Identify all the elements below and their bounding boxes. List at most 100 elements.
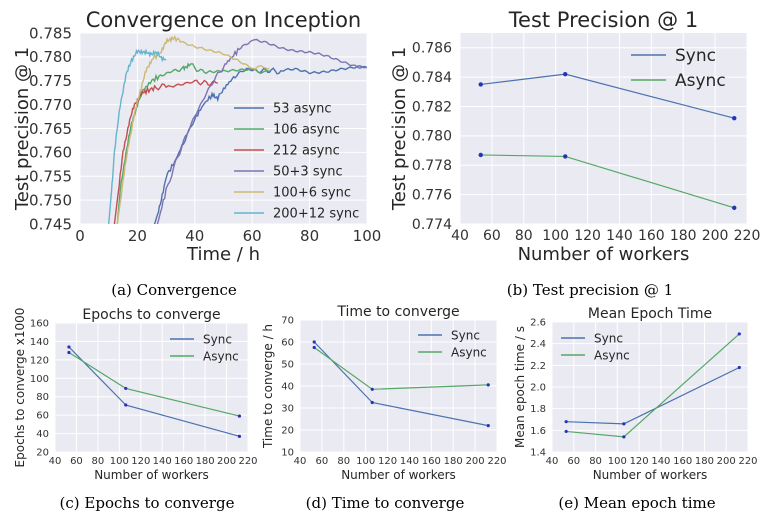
y-tick-label: 30 [281, 404, 294, 415]
y-tick-label: 160 [30, 319, 49, 330]
y-tick-label: 140 [30, 337, 49, 348]
plot-area [460, 33, 747, 224]
y-axis-label: Epochs to converge x1000 [13, 308, 27, 468]
x-tick-label: 220 [734, 228, 761, 244]
series-line-106-async [116, 62, 270, 224]
x-tick-label: 80 [515, 228, 533, 244]
chart-title: Time to converge [336, 304, 459, 320]
x-tick-label: 100 [608, 456, 627, 467]
legend-label: Async [203, 349, 239, 363]
y-tick-label: 0.774 [412, 217, 452, 233]
y-tick-label: 1.6 [530, 426, 546, 437]
x-axis-label: Number of workers [341, 468, 456, 482]
x-tick-label: 200 [717, 456, 736, 467]
x-axis-label: Number of workers [94, 468, 209, 482]
legend: Sync Async [418, 328, 487, 359]
data-point [312, 340, 316, 344]
x-tick-label: 220 [738, 456, 757, 467]
y-tick-label: 2.0 [530, 383, 546, 394]
legend-label: 200+12 sync [273, 207, 359, 222]
data-point [486, 383, 490, 387]
x-tick-label: 180 [196, 456, 215, 467]
legend: Sync Async [170, 332, 239, 363]
data-point [732, 116, 737, 121]
x-tick-label: 40 [294, 456, 307, 467]
data-point [237, 434, 242, 438]
y-tick-label: 40 [281, 382, 294, 393]
y-tick-label: 120 [30, 355, 49, 366]
y-tick-label: 0.755 [29, 168, 72, 186]
data-point [737, 365, 741, 370]
y-tick-label: 100 [30, 374, 49, 385]
x-tick-label: 0 [75, 227, 85, 245]
x-tick-label: 80 [589, 456, 602, 467]
y-tick-label: 60 [281, 338, 294, 349]
figure-caption: (b) Test precision @ 1 [507, 281, 673, 299]
y-tick-label: 80 [36, 392, 49, 403]
plot-area [55, 323, 248, 452]
chart-title: Test Precision @ 1 [508, 8, 698, 32]
y-axis-label: Test precision @ 1 [389, 47, 410, 211]
chart-title: Mean Epoch Time [588, 306, 712, 322]
x-tick-label: 140 [606, 228, 633, 244]
x-tick-label: 80 [92, 456, 105, 467]
y-tick-label: 50 [281, 360, 294, 371]
x-tick-label: 100 [542, 228, 569, 244]
x-tick-label: 120 [574, 228, 601, 244]
data-point [478, 82, 483, 87]
figure-caption: (d) Time to converge [306, 494, 465, 512]
x-tick-label: 160 [422, 456, 441, 467]
x-tick-label: 60 [567, 456, 580, 467]
y-tick-label: 0.782 [412, 99, 452, 115]
data-point [622, 422, 626, 426]
x-tick-label: 180 [695, 456, 714, 467]
legend-label: Async [594, 348, 630, 362]
x-tick-label: 60 [316, 456, 329, 467]
data-point [124, 386, 128, 391]
y-tick-label: 0.785 [29, 24, 72, 42]
x-tick-label: 40 [49, 456, 62, 467]
chart-a: 0 20 40 60 80 100 0.745 0.750 0.755 0.760 0.765 0.7… [12, 8, 381, 299]
series-group [107, 35, 367, 224]
x-axis-label: Time / h [186, 244, 260, 265]
y-tick-label: 0.784 [412, 70, 452, 86]
data-point [124, 403, 128, 407]
x-tick-label: 120 [630, 456, 649, 467]
y-tick-label: 10 [281, 448, 294, 459]
x-tick-label: 40 [185, 227, 204, 245]
y-tick-label: 0.760 [29, 144, 72, 162]
y-tick-label: 0.778 [412, 158, 452, 174]
y-tick-label: 0.776 [412, 188, 452, 204]
chart-title: Convergence on Inception [86, 8, 362, 32]
data-point [237, 414, 242, 418]
series-line-100-6-sync [116, 35, 270, 224]
y-axis-label: Time to converge / h [261, 324, 275, 449]
data-point [622, 435, 626, 439]
y-tick-label: 2.6 [530, 318, 546, 329]
chart-c: 40 60 80 100 120 140 160 180 200 2202040608010012… [13, 307, 258, 512]
data-point [486, 424, 490, 428]
legend-label: 53 async [273, 102, 332, 117]
data-point [67, 345, 71, 349]
x-tick-label: 200 [217, 456, 236, 467]
y-tick-label: 0.775 [29, 72, 72, 90]
legend: Sync Async [631, 46, 726, 91]
x-tick-label: 100 [110, 456, 129, 467]
data-point [564, 420, 568, 424]
x-tick-label: 180 [670, 228, 697, 244]
x-tick-label: 200 [702, 228, 729, 244]
legend-label: 106 async [273, 123, 340, 138]
y-tick-label: 0.750 [29, 191, 72, 209]
figure-caption: (c) Epochs to converge [60, 494, 235, 512]
x-tick-label: 160 [638, 228, 665, 244]
figure-caption: (a) Convergence [111, 281, 237, 299]
y-axis-label: Test precision @ 1 [12, 47, 33, 211]
y-tick-label: 0.745 [29, 215, 72, 233]
x-tick-label: 180 [444, 456, 463, 467]
y-tick-label: 60 [36, 411, 49, 422]
y-tick-label: 20 [281, 426, 294, 437]
x-tick-label: 100 [353, 227, 382, 245]
y-axis-label: Mean epoch time / s [513, 326, 527, 448]
x-tick-label: 60 [483, 228, 501, 244]
